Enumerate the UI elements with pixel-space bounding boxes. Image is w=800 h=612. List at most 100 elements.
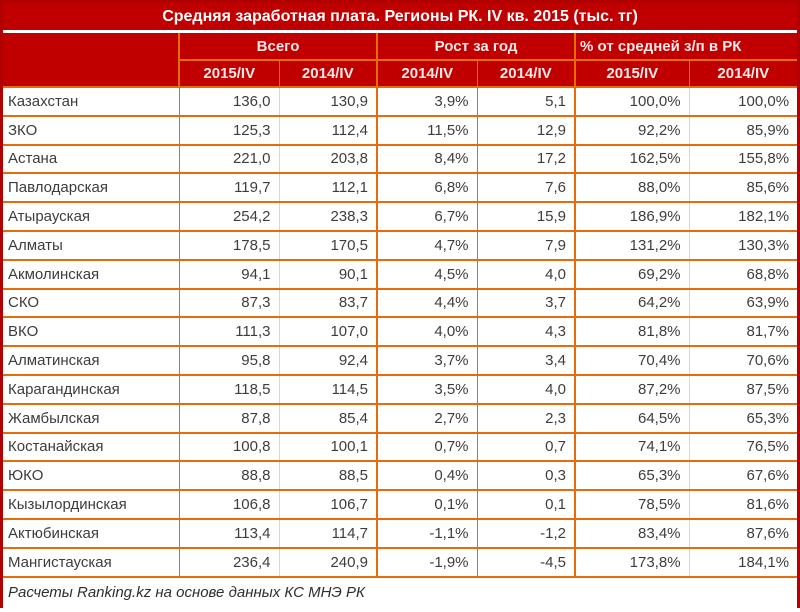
value-cell: 100,1 [279,431,379,462]
value-cell: 8,4% [377,143,478,174]
value-cell: 81,7% [689,316,798,347]
region-cell: Мангистауская [3,546,180,577]
region-cell: Атырауская [3,201,180,231]
value-cell: 94,1 [179,258,280,289]
value-cell: 4,0 [477,373,577,404]
table-row: Казахстан 136,0 130,9 3,9% 5,1 100,0% 100,0% [3,86,798,116]
region-cell: Актюбинская [3,517,180,548]
table-row: Алматинская 95,8 92,4 3,7% 3,4 70,4% 70,6% [3,345,798,375]
value-cell: 118,5 [179,373,280,404]
value-cell: 4,0 [477,258,577,289]
value-cell: 107,0 [279,316,379,347]
value-cell: 155,8% [689,143,798,174]
value-cell: 3,5% [377,373,478,404]
page-title: Средняя заработная плата. Регионы РК. IV… [3,3,797,33]
value-cell: 236,4 [179,546,280,577]
region-cell: Алматинская [3,345,180,375]
value-cell: 70,4% [575,345,690,375]
table-row: Актюбинская 113,4 114,7 -1,1% -1,2 83,4% 87,6% [3,517,798,548]
footer-row: Расчеты Ranking.kz на основе данных КС М… [3,575,798,608]
value-cell: 2,7% [377,402,478,433]
value-cell: 76,5% [689,431,798,462]
value-cell: 130,3% [689,229,798,260]
value-cell: 203,8 [279,143,379,174]
value-cell: 106,8 [179,489,280,519]
value-cell: 170,5 [279,229,379,260]
value-cell: -1,2 [477,517,577,548]
region-cell: ЗКО [3,114,180,145]
table-row: ЗКО 125,3 112,4 11,5% 12,9 92,2% 85,9% [3,114,798,145]
table-row: ВКО 111,3 107,0 4,0% 4,3 81,8% 81,7% [3,316,798,347]
value-cell: 95,8 [179,345,280,375]
value-cell: 92,4 [279,345,379,375]
region-cell: ЮКО [3,460,180,491]
value-cell: 240,9 [279,546,379,577]
value-cell: 3,9% [377,86,478,116]
value-cell: 85,6% [689,172,798,203]
value-cell: 15,9 [477,201,577,231]
value-cell: 182,1% [689,201,798,231]
source-note: Расчеты Ranking.kz на основе данных КС М… [3,575,798,608]
value-cell: 63,9% [689,287,798,318]
region-cell: ВКО [3,316,180,347]
value-cell: -4,5 [477,546,577,577]
value-cell: 64,5% [575,402,690,433]
value-cell: 65,3% [689,402,798,433]
corner-empty-cell [3,33,180,88]
value-cell: 74,1% [575,431,690,462]
header-group-row: Всего Рост за год % от средней з/п в РК [3,33,798,88]
salary-table: Всего Рост за год % от средней з/п в РК … [3,33,798,608]
table-row: Костанайская 100,8 100,1 0,7% 0,7 74,1% 76,5% [3,431,798,462]
region-cell: Костанайская [3,431,180,462]
value-cell: 125,3 [179,114,280,145]
value-cell: 83,7 [279,287,379,318]
value-cell: 112,1 [279,172,379,203]
value-cell: 88,0% [575,172,690,203]
value-cell: 254,2 [179,201,280,231]
region-cell: СКО [3,287,180,318]
column-header-growth-pct: 2014/IV [377,60,478,88]
value-cell: 100,0% [575,86,690,116]
value-cell: 87,2% [575,373,690,404]
value-cell: 162,5% [575,143,690,174]
value-cell: 6,7% [377,201,478,231]
value-cell: 12,9 [477,114,577,145]
value-cell: 0,7% [377,431,478,462]
value-cell: 113,4 [179,517,280,548]
column-header-total-2014: 2014/IV [279,60,379,88]
value-cell: 112,4 [279,114,379,145]
value-cell: 111,3 [179,316,280,347]
column-header-total-2015: 2015/IV [179,60,280,88]
value-cell: 4,7% [377,229,478,260]
column-group-percent-of-avg: % от средней з/п в РК [575,33,798,61]
region-cell: Павлодарская [3,172,180,203]
region-cell: Казахстан [3,86,180,116]
value-cell: 70,6% [689,345,798,375]
value-cell: 88,5 [279,460,379,491]
value-cell: 2,3 [477,402,577,433]
value-cell: 130,9 [279,86,379,116]
value-cell: 83,4% [575,517,690,548]
value-cell: 4,3 [477,316,577,347]
value-cell: 131,2% [575,229,690,260]
value-cell: -1,1% [377,517,478,548]
value-cell: 7,9 [477,229,577,260]
value-cell: 88,8 [179,460,280,491]
value-cell: 87,6% [689,517,798,548]
value-cell: 100,8 [179,431,280,462]
table-row: Атырауская 254,2 238,3 6,7% 15,9 186,9% 182,1% [3,201,798,231]
value-cell: 100,0% [689,86,798,116]
value-cell: 114,5 [279,373,379,404]
region-cell: Карагандинская [3,373,180,404]
value-cell: 78,5% [575,489,690,519]
value-cell: 0,3 [477,460,577,491]
column-header-pct-2015: 2015/IV [575,60,690,88]
value-cell: 5,1 [477,86,577,116]
table-body: Казахстан 136,0 130,9 3,9% 5,1 100,0% 100,0% ЗК… [3,86,798,577]
value-cell: 221,0 [179,143,280,174]
region-cell: Жамбылская [3,402,180,433]
value-cell: 68,8% [689,258,798,289]
value-cell: 114,7 [279,517,379,548]
value-cell: 11,5% [377,114,478,145]
